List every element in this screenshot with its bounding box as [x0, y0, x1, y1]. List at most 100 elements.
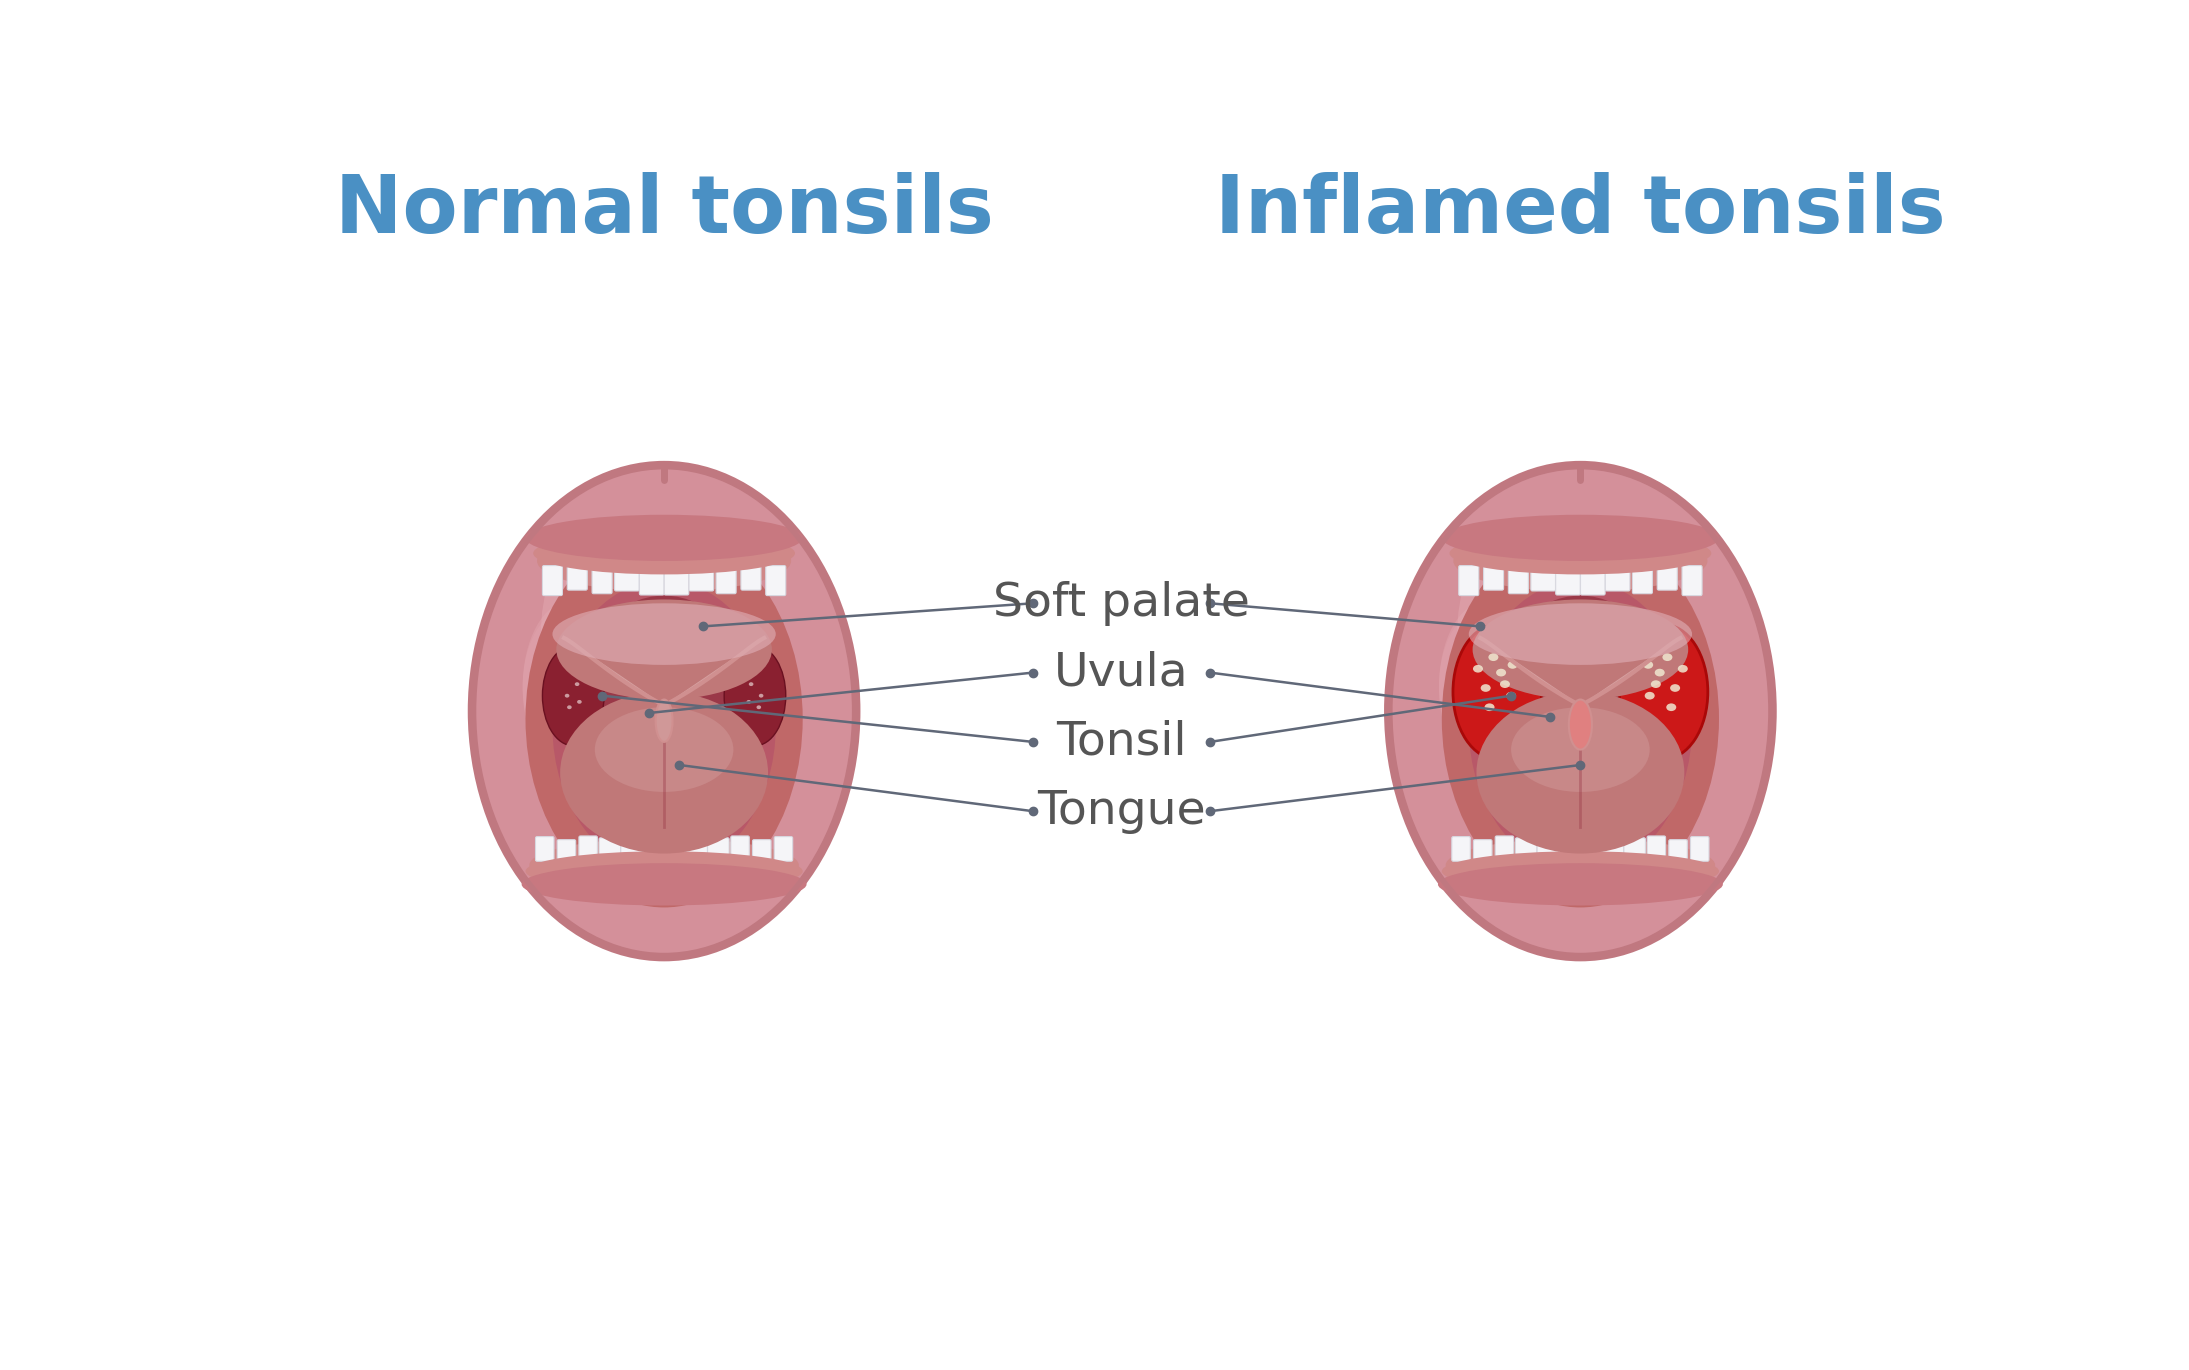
Polygon shape	[1480, 638, 1576, 703]
FancyBboxPatch shape	[1530, 553, 1556, 590]
FancyBboxPatch shape	[1495, 836, 1513, 867]
Ellipse shape	[1438, 601, 1532, 773]
Ellipse shape	[1510, 707, 1651, 792]
FancyBboxPatch shape	[1681, 566, 1703, 596]
Ellipse shape	[475, 469, 854, 954]
Ellipse shape	[565, 693, 569, 697]
Text: Uvula: Uvula	[1055, 651, 1189, 695]
Ellipse shape	[521, 863, 806, 906]
FancyBboxPatch shape	[1556, 552, 1580, 595]
Ellipse shape	[1480, 684, 1491, 692]
FancyBboxPatch shape	[543, 566, 563, 596]
Ellipse shape	[523, 601, 617, 773]
Ellipse shape	[1473, 600, 1688, 700]
FancyBboxPatch shape	[567, 560, 587, 590]
FancyBboxPatch shape	[690, 553, 714, 590]
FancyBboxPatch shape	[740, 560, 762, 590]
Ellipse shape	[1475, 692, 1683, 854]
Ellipse shape	[595, 707, 733, 792]
FancyBboxPatch shape	[641, 834, 663, 870]
Ellipse shape	[536, 530, 790, 592]
Ellipse shape	[749, 682, 753, 686]
Ellipse shape	[1570, 700, 1591, 749]
FancyBboxPatch shape	[1690, 837, 1710, 862]
Polygon shape	[668, 638, 764, 703]
FancyBboxPatch shape	[1515, 838, 1537, 869]
Ellipse shape	[525, 530, 803, 907]
Ellipse shape	[1651, 681, 1661, 688]
Text: Inflamed tonsils: Inflamed tonsils	[1215, 171, 1946, 249]
FancyBboxPatch shape	[1668, 840, 1688, 864]
FancyBboxPatch shape	[1657, 560, 1677, 590]
Ellipse shape	[1506, 692, 1517, 700]
FancyBboxPatch shape	[1473, 840, 1493, 864]
FancyBboxPatch shape	[685, 834, 707, 870]
Ellipse shape	[1489, 653, 1499, 662]
Polygon shape	[1585, 638, 1681, 703]
FancyBboxPatch shape	[1458, 566, 1480, 596]
FancyBboxPatch shape	[1633, 556, 1653, 593]
Ellipse shape	[760, 693, 764, 697]
Ellipse shape	[530, 838, 799, 892]
Ellipse shape	[556, 600, 773, 700]
Ellipse shape	[576, 596, 753, 811]
Ellipse shape	[1469, 603, 1692, 664]
Ellipse shape	[576, 682, 580, 686]
Ellipse shape	[1484, 703, 1495, 711]
Ellipse shape	[1644, 662, 1653, 669]
FancyBboxPatch shape	[578, 836, 598, 867]
Ellipse shape	[560, 692, 768, 854]
FancyBboxPatch shape	[663, 834, 685, 870]
FancyBboxPatch shape	[558, 840, 576, 864]
FancyBboxPatch shape	[663, 552, 690, 595]
FancyBboxPatch shape	[591, 556, 613, 593]
FancyBboxPatch shape	[1484, 560, 1504, 590]
Ellipse shape	[1655, 669, 1664, 677]
Ellipse shape	[525, 851, 803, 892]
FancyBboxPatch shape	[536, 837, 554, 862]
Ellipse shape	[534, 532, 795, 574]
Ellipse shape	[1453, 625, 1541, 759]
Ellipse shape	[525, 515, 803, 560]
Polygon shape	[565, 638, 661, 703]
FancyBboxPatch shape	[766, 566, 786, 596]
Ellipse shape	[1493, 596, 1668, 811]
Ellipse shape	[1661, 653, 1672, 662]
Ellipse shape	[725, 645, 786, 745]
FancyBboxPatch shape	[1580, 834, 1602, 870]
Ellipse shape	[1666, 703, 1677, 711]
Text: Tongue: Tongue	[1038, 789, 1206, 834]
Ellipse shape	[1458, 558, 1519, 711]
FancyBboxPatch shape	[731, 836, 749, 867]
Ellipse shape	[746, 700, 751, 704]
Ellipse shape	[1449, 532, 1712, 574]
Ellipse shape	[1620, 625, 1707, 759]
Ellipse shape	[578, 700, 582, 704]
Ellipse shape	[1499, 681, 1510, 688]
Text: Soft palate: Soft palate	[994, 581, 1250, 626]
Ellipse shape	[468, 460, 860, 962]
Ellipse shape	[657, 700, 672, 743]
Ellipse shape	[1443, 515, 1718, 560]
Ellipse shape	[543, 645, 604, 745]
FancyBboxPatch shape	[1624, 838, 1646, 869]
Ellipse shape	[552, 581, 775, 873]
Text: Tonsil: Tonsil	[1057, 719, 1186, 764]
Ellipse shape	[1473, 664, 1482, 673]
Ellipse shape	[1438, 607, 1532, 766]
Ellipse shape	[1445, 838, 1716, 892]
FancyBboxPatch shape	[753, 840, 771, 864]
Ellipse shape	[1392, 469, 1769, 954]
Ellipse shape	[1677, 664, 1688, 673]
FancyBboxPatch shape	[1451, 837, 1471, 862]
FancyBboxPatch shape	[1605, 553, 1631, 590]
Ellipse shape	[1644, 692, 1655, 700]
Ellipse shape	[1443, 530, 1718, 907]
FancyBboxPatch shape	[639, 552, 663, 595]
Ellipse shape	[567, 706, 571, 710]
FancyBboxPatch shape	[716, 556, 736, 593]
Ellipse shape	[541, 558, 602, 711]
Ellipse shape	[757, 706, 762, 710]
FancyBboxPatch shape	[775, 837, 792, 862]
Ellipse shape	[1443, 851, 1718, 892]
